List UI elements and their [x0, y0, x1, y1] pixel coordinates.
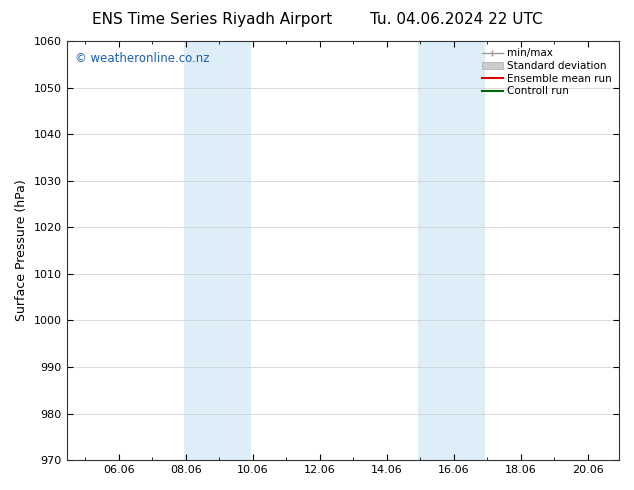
Legend: min/max, Standard deviation, Ensemble mean run, Controll run: min/max, Standard deviation, Ensemble me…	[480, 46, 614, 98]
Bar	[184, 41, 250, 460]
Text: Tu. 04.06.2024 22 UTC: Tu. 04.06.2024 22 UTC	[370, 12, 543, 27]
Text: © weatheronline.co.nz: © weatheronline.co.nz	[75, 51, 209, 65]
Bar	[418, 41, 485, 460]
Y-axis label: Surface Pressure (hPa): Surface Pressure (hPa)	[15, 180, 28, 321]
Text: ENS Time Series Riyadh Airport: ENS Time Series Riyadh Airport	[93, 12, 332, 27]
